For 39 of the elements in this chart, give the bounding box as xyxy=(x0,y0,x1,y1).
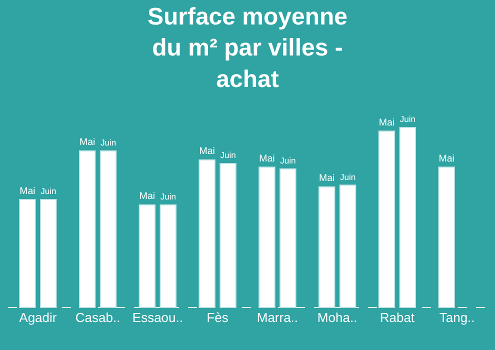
x-tick-label: Rabat xyxy=(380,310,415,325)
bar xyxy=(339,184,356,308)
bar xyxy=(78,150,96,308)
series-label: Mai xyxy=(20,186,36,197)
text: Juin xyxy=(160,192,176,202)
bar xyxy=(258,166,276,308)
bar xyxy=(19,199,36,308)
bar xyxy=(100,150,117,308)
bar xyxy=(40,199,57,308)
x-tick-label: Casab.. xyxy=(75,310,120,325)
text: Mai xyxy=(199,146,215,158)
x-tick-label: Agadir xyxy=(19,310,58,325)
bar xyxy=(198,159,216,308)
text: Juin xyxy=(220,150,236,160)
bar xyxy=(280,168,296,308)
text: Mai xyxy=(318,173,335,184)
bar xyxy=(318,186,336,308)
x-tick-label: Tang.. xyxy=(439,310,475,325)
chart-title: Surface moyenne du m² par villes - achat xyxy=(147,4,348,93)
text: Mai xyxy=(378,117,395,128)
bar xyxy=(438,166,455,308)
bar xyxy=(138,204,156,308)
series-label: Juin xyxy=(400,114,416,124)
x-tick-label: Essaou.. xyxy=(132,310,183,325)
text: Juin xyxy=(280,156,296,166)
text: Juin xyxy=(100,138,116,148)
bar xyxy=(220,163,236,308)
text: Mai xyxy=(79,137,96,148)
bar xyxy=(378,130,396,308)
text: Mai xyxy=(438,153,454,164)
bar xyxy=(160,204,177,308)
text: Mai xyxy=(139,191,156,202)
x-tick-label: Moha.. xyxy=(317,310,358,325)
x-tick-label: Fès xyxy=(206,310,229,325)
x-tick-label: Marra.. xyxy=(256,310,298,325)
text: Juin xyxy=(40,186,56,196)
bar xyxy=(399,127,416,308)
text: Mai xyxy=(259,153,275,164)
text: Juin xyxy=(340,172,356,182)
